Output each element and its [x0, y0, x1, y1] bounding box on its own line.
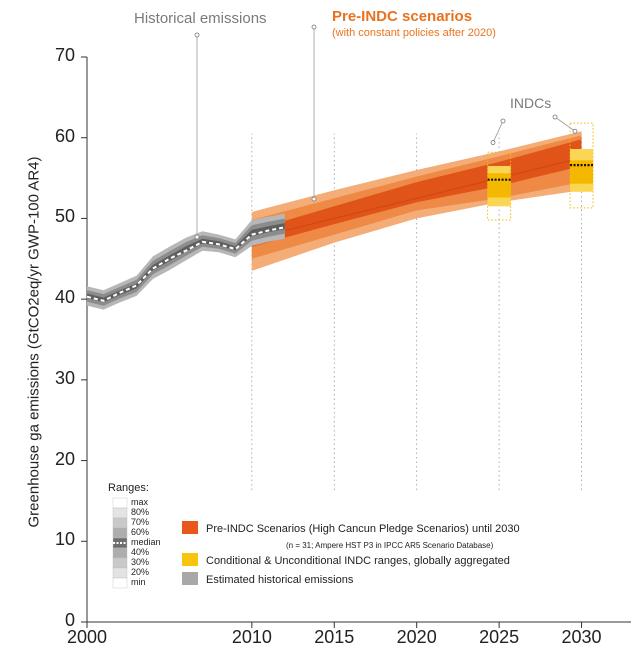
range-label-2: 70% [131, 517, 150, 527]
x-tick-label-2025: 2025 [479, 627, 520, 647]
y-tick-label-30: 30 [54, 367, 75, 388]
y-tick-label-60: 60 [54, 125, 75, 146]
range-label-1: 80% [131, 507, 150, 517]
pre-indc-subtitle-annotation: (with constant policies after 2020) [332, 27, 496, 39]
pre-indc-median-line [251, 157, 582, 240]
y-tick-label-0: 0 [64, 610, 75, 630]
range-swatch-5 [112, 547, 128, 559]
range-label-4: median [131, 537, 161, 547]
range-label-5: 40% [131, 547, 150, 557]
indc-2025-range-40-60 [487, 173, 511, 198]
legend-ranges-title: Ranges: [108, 482, 149, 494]
legend-swatch-2 [182, 572, 198, 585]
range-label-7: 20% [131, 567, 150, 577]
historical-leader-dot-top [194, 32, 200, 38]
legend-historical-label: Estimated historical emissions [206, 574, 354, 586]
y-tick-label-70: 70 [54, 45, 75, 65]
x-tick-label-2030: 2030 [561, 627, 602, 647]
range-swatch-6 [112, 557, 128, 569]
range-label-8: min [131, 577, 146, 587]
indcs-annotation: INDCs [510, 95, 552, 111]
range-label-6: 30% [131, 557, 150, 567]
range-swatch-1 [112, 507, 128, 519]
historical-band [86, 213, 285, 310]
pre-indc-annotation: Pre-INDC scenarios [332, 8, 473, 25]
y-tick-label-10: 10 [54, 529, 75, 550]
range-swatch-7 [112, 567, 128, 579]
indc-2030-leader-dot-top [552, 114, 558, 120]
range-swatch-3 [112, 527, 128, 539]
indc-2025-leader-dot-end [490, 140, 496, 145]
range-label-0: max [131, 497, 149, 507]
axes [81, 56, 631, 628]
pre-indc-leader-dot-top [311, 24, 317, 30]
range-swatch-0 [112, 497, 128, 509]
range-label-3: 60% [131, 527, 150, 537]
indc-2025-leader [492, 120, 504, 143]
indc-boxes [487, 122, 594, 221]
y-tick-label-40: 40 [54, 287, 75, 308]
annotation-leaders [194, 24, 578, 240]
pre-indc-leader-dot-end [311, 196, 317, 202]
legend-swatch-0 [182, 521, 198, 534]
indc-2030-leader-dot-end [572, 128, 578, 134]
legend-swatch-1 [182, 553, 198, 566]
indc-2030-range-40-60 [570, 160, 594, 184]
historical-leader-dot-end [194, 234, 200, 240]
legend-swatches [112, 497, 198, 589]
x-tick-label-2015: 2015 [314, 627, 355, 647]
legend-pre-indc-label: Pre-INDC Scenarios (High Cancun Pledge S… [206, 523, 520, 535]
indc-2030-min-max [569, 122, 594, 209]
range-swatch-8 [112, 577, 128, 589]
y-tick-label-50: 50 [54, 206, 75, 227]
historical-emissions-annotation: Historical emissions [134, 10, 267, 27]
legend-indc-label: Conditional & Unconditional INDC ranges,… [206, 555, 510, 567]
x-tick-label-2020: 2020 [396, 627, 437, 647]
indc-2030-leader [554, 116, 576, 132]
historical-range-40-60 [87, 223, 285, 303]
range-swatch-2 [112, 517, 128, 529]
x-tick-label-2000: 2000 [66, 627, 108, 647]
year-guide-lines [251, 133, 582, 490]
y-tick-label-20: 20 [54, 448, 75, 469]
historical-median-line [86, 226, 285, 302]
indc-2025-leader-dot-top [500, 118, 506, 124]
x-tick-label-2010: 2010 [231, 627, 272, 647]
legend-pre-indc-note: (n = 31; Ampere HST P3 in IPCC AR5 Scena… [286, 541, 494, 550]
